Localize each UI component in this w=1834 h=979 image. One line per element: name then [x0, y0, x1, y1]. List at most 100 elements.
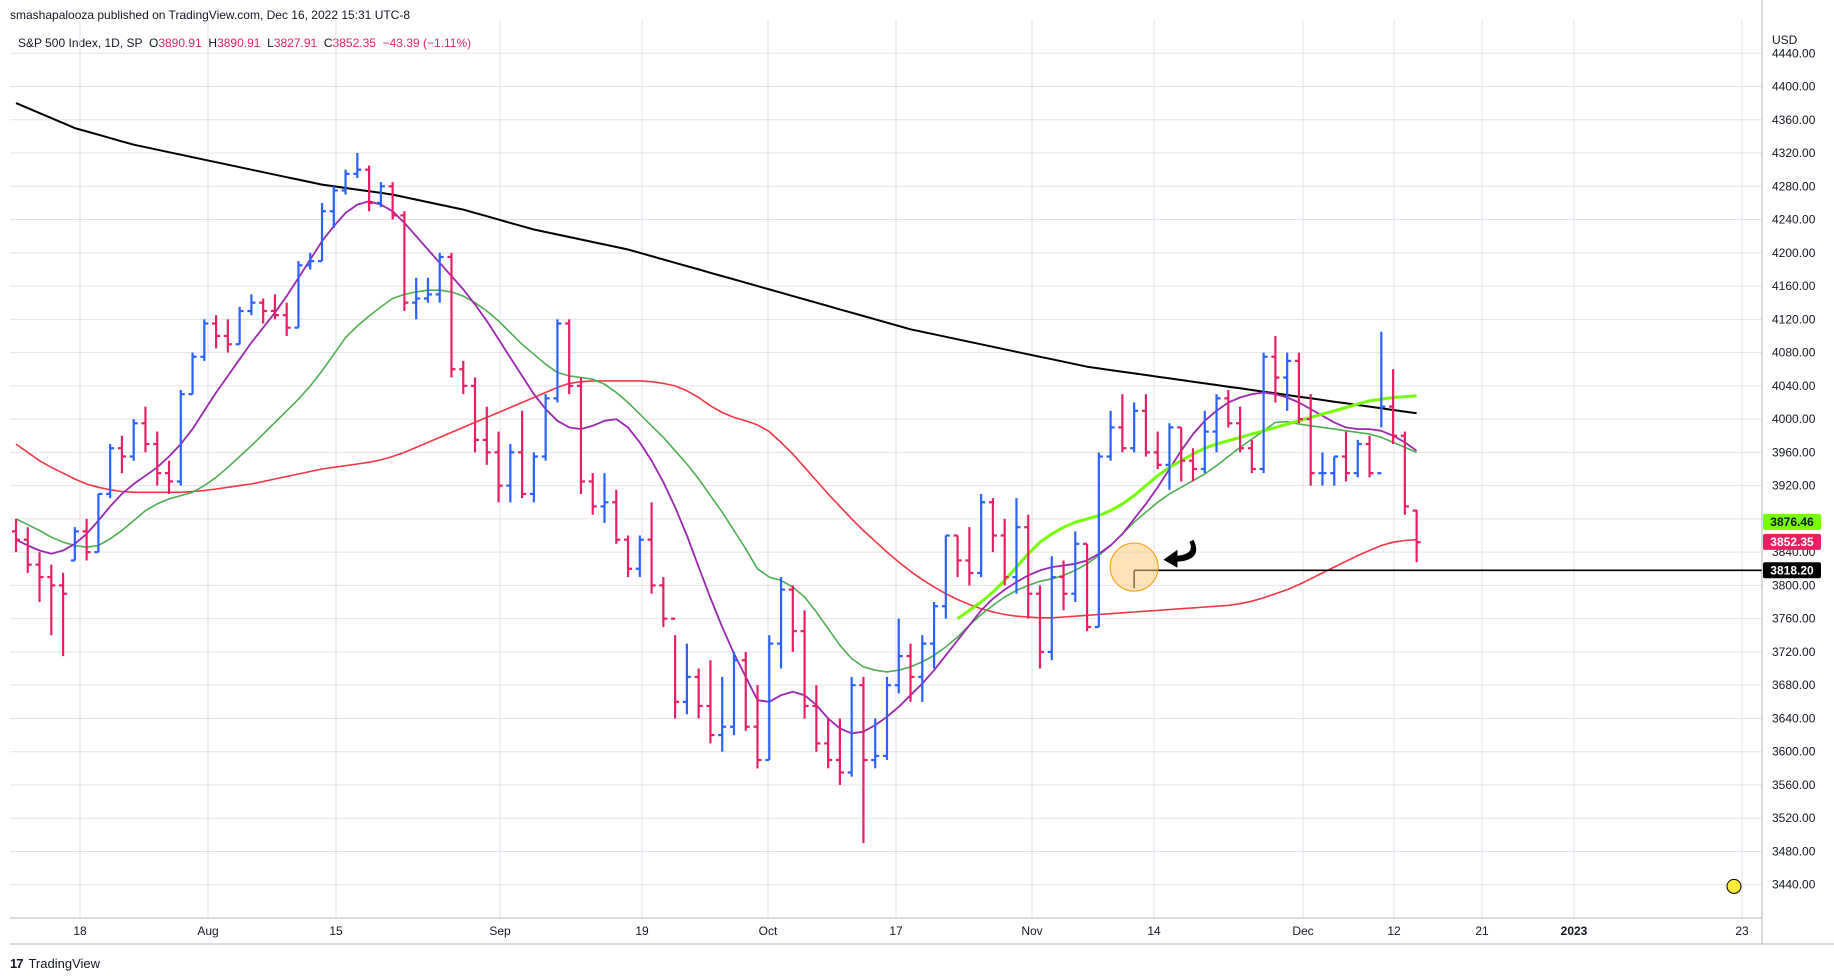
x-tick-label: 15 [329, 924, 343, 938]
ohlc-bar [1412, 509, 1421, 563]
ohlc-bar [1283, 352, 1292, 411]
x-tick-label: Aug [197, 924, 218, 938]
ohlc-bar [106, 444, 115, 499]
ohlc-bar [1342, 431, 1351, 482]
y-tick-label: 4000.00 [1772, 412, 1816, 426]
ma200-line [15, 102, 1417, 415]
x-tick-label: Sep [489, 924, 511, 938]
close-value: 3852.35 [332, 36, 376, 50]
high-label: H [208, 36, 218, 50]
ohlc-bar [188, 352, 197, 396]
y-tick-label: 4080.00 [1772, 346, 1816, 360]
ohlc-bar [459, 360, 468, 395]
open-label: O [148, 36, 159, 50]
ohlc-bar [176, 390, 185, 486]
y-tick-label: 3920.00 [1772, 479, 1816, 493]
x-tick-label: 17 [889, 924, 903, 938]
y-tick-label: 4160.00 [1772, 279, 1816, 293]
price-tag-bg [1763, 533, 1821, 550]
ohlc-bar [141, 406, 150, 453]
price-tag-label: 3852.35 [1770, 535, 1814, 549]
ohlc-bar [612, 489, 621, 544]
ohlc-bar [471, 377, 480, 453]
highlight-ma-line [956, 394, 1417, 620]
ohlc-bar [23, 527, 32, 573]
ohlc-bar [294, 261, 303, 329]
grid [10, 20, 1762, 918]
ohlc-bar [1071, 531, 1080, 603]
y-tick-label: 3560.00 [1772, 778, 1816, 792]
ohlc-bar [506, 444, 515, 503]
y-tick-label: 4400.00 [1772, 80, 1816, 94]
ohlc-bar [518, 410, 527, 499]
axes: USD 3440.00 3480.00 3520.00 3560.00 3600.00 3… [10, 0, 1834, 945]
ohlc-bar [1259, 352, 1268, 474]
ohlc-bar [1141, 394, 1150, 457]
marker-dot [1726, 878, 1742, 894]
low-label: L [267, 36, 274, 50]
ohlc-bar [423, 277, 432, 303]
ohlc-bar [930, 602, 939, 669]
tradingview-logo[interactable]: 17 TradingView [10, 956, 100, 971]
tradingview-brand: TradingView [28, 956, 101, 971]
ohlc-bar [859, 676, 868, 844]
ohlc-bar [824, 718, 833, 769]
ohlc-bar [1365, 435, 1374, 478]
ohlc-bar [270, 294, 279, 320]
y-tick-label: 4240.00 [1772, 213, 1816, 227]
ohlc-bar [117, 435, 126, 474]
ohlc-bar [624, 535, 633, 578]
ohlc-bar [388, 182, 397, 220]
y-tick-label: 3520.00 [1772, 811, 1816, 825]
ohlc-bar [82, 518, 91, 561]
publisher-credit: smashapalooza published on TradingView.c… [10, 8, 411, 22]
ohlc-bar [435, 252, 444, 303]
high-value: 3890.91 [217, 36, 261, 50]
ohlc-bar [1012, 498, 1021, 594]
ohlc-bar [400, 211, 409, 312]
y-tick-label: 3440.00 [1772, 878, 1816, 892]
x-tick-label: Oct [759, 924, 778, 938]
y-tick-label: 4200.00 [1772, 246, 1816, 260]
ohlc-bar [977, 493, 986, 578]
moving-averages [15, 102, 1418, 735]
ohlc-bar [59, 572, 68, 657]
ohlc-bar [12, 518, 20, 553]
price-tag-bg [1763, 562, 1821, 579]
ohlc-bar [1177, 426, 1186, 482]
ohlc-bar [1318, 452, 1327, 486]
ohlc-bar [200, 319, 209, 361]
y-tick-label: 4360.00 [1772, 113, 1816, 127]
ohlc-bar [1094, 452, 1103, 629]
y-tick-label: 3480.00 [1772, 844, 1816, 858]
ohlc-bar [223, 319, 232, 353]
x-tick-label: 23 [1735, 924, 1749, 938]
ohlc-bar [153, 431, 162, 486]
ohlc-bar [777, 577, 786, 669]
ohlc-bar [800, 610, 809, 719]
ohlc-bar [1247, 439, 1256, 474]
ohlc-bar [1224, 390, 1233, 428]
ohlc-bar [965, 527, 974, 586]
ohlc-bar [1271, 335, 1280, 403]
arrow-shape [1163, 539, 1197, 568]
ohlc-bar [1200, 410, 1209, 474]
ohlc-bar [1083, 542, 1092, 632]
highlight-circle [1109, 542, 1159, 592]
ohlc-bar [1024, 514, 1033, 619]
ohlc-bar [847, 676, 856, 777]
ohlc-bar [1189, 448, 1197, 482]
ohlc-bar [70, 527, 79, 562]
ohlc-bar [671, 617, 680, 719]
close-label: C [323, 36, 333, 50]
ohlc-bar [365, 165, 374, 212]
y-tick-label: 3760.00 [1772, 612, 1816, 626]
ohlc-bar [647, 502, 656, 594]
ohlc-bar [1330, 455, 1339, 486]
ohlc-bar [1306, 394, 1315, 486]
ohlc-bar [576, 377, 585, 494]
y-tick-label: 3960.00 [1772, 445, 1816, 459]
ohlc-bar [329, 186, 338, 228]
ohlc-bar [835, 718, 844, 785]
